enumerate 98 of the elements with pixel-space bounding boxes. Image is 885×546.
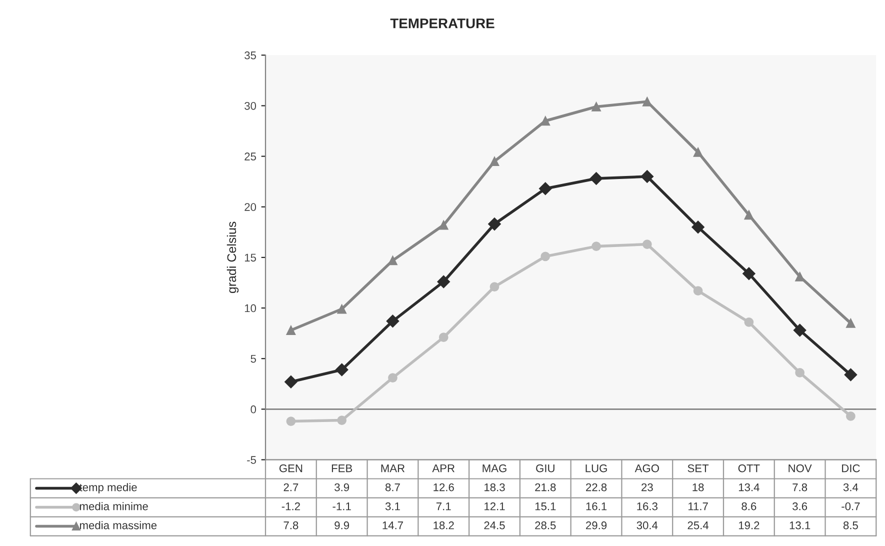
point xyxy=(540,252,550,262)
y-tick-label: 0 xyxy=(250,405,256,414)
point xyxy=(438,332,448,342)
data-label: 19.2 xyxy=(738,521,760,530)
data-label: 7.1 xyxy=(436,502,451,510)
x-tick-label: SET xyxy=(688,464,709,472)
point xyxy=(742,267,756,280)
point xyxy=(795,272,805,282)
data-label: 24.5 xyxy=(484,521,505,530)
x-tick-label: GEN xyxy=(279,464,302,472)
y-tick-label: 30 xyxy=(244,102,256,110)
point xyxy=(488,218,501,230)
y-axis-title: gradi Celsius xyxy=(226,222,239,294)
x-tick-label: LUG xyxy=(586,464,607,472)
point xyxy=(386,314,400,328)
x-tick-label: OTT xyxy=(738,464,760,472)
data-label: 3.9 xyxy=(334,483,350,492)
point xyxy=(540,116,550,126)
y-tick-label: 20 xyxy=(244,203,256,211)
data-label: 28.5 xyxy=(535,521,556,530)
point xyxy=(337,304,347,314)
point xyxy=(388,373,398,382)
point xyxy=(438,220,448,230)
data-label: 18 xyxy=(692,483,704,492)
y-tick-label: 35 xyxy=(244,51,256,60)
data-label: 15.1 xyxy=(535,502,556,510)
point xyxy=(490,282,500,292)
point xyxy=(286,326,296,335)
data-label: 18.3 xyxy=(484,483,505,492)
data-label: 16.3 xyxy=(637,502,658,510)
point xyxy=(846,412,856,421)
point xyxy=(693,148,703,157)
data-label: 13.4 xyxy=(738,483,760,492)
x-tick-label: AGO xyxy=(634,464,659,472)
point xyxy=(538,182,552,196)
data-label: 30.4 xyxy=(636,521,658,530)
data-label: 13.1 xyxy=(790,521,810,530)
y-tick-label: 15 xyxy=(244,254,256,262)
data-label: 14.7 xyxy=(382,522,403,530)
data-label: 12.1 xyxy=(484,502,505,510)
data-label: 9.9 xyxy=(334,521,350,530)
x-tick-label: NOV xyxy=(788,464,812,472)
data-label: 12.6 xyxy=(434,483,454,492)
data-label: 22.8 xyxy=(586,483,607,492)
data-label: 3.1 xyxy=(385,502,400,510)
x-tick-label: FEB xyxy=(332,464,352,472)
chart-title: TEMPERATURE xyxy=(390,18,494,28)
data-label: 23 xyxy=(642,483,653,492)
data-label: 8.7 xyxy=(385,483,400,492)
x-tick-label: GIU xyxy=(536,464,554,472)
x-tick-label: APR xyxy=(432,464,455,472)
data-label: 18.2 xyxy=(434,521,454,530)
data-label: 7.8 xyxy=(792,483,808,492)
point xyxy=(590,172,603,185)
point xyxy=(284,375,298,388)
y-tick-label: 5 xyxy=(250,354,256,363)
y-tick-label: -5 xyxy=(247,456,256,464)
y-tick-label: 25 xyxy=(244,152,256,160)
data-label: -0.7 xyxy=(842,502,860,510)
data-label: 3.6 xyxy=(792,502,808,510)
legend-label: media minime xyxy=(80,502,148,510)
point xyxy=(592,102,601,112)
data-label: 8.5 xyxy=(843,521,858,530)
data-label: 11.7 xyxy=(688,502,708,510)
x-tick-label: DIC xyxy=(842,464,860,472)
point xyxy=(692,220,704,234)
point xyxy=(286,416,296,426)
point xyxy=(793,324,806,337)
data-label: 7.8 xyxy=(284,521,298,530)
legend-label: temp medie xyxy=(79,483,137,494)
data-label: 16.1 xyxy=(586,502,607,510)
x-tick-label: MAG xyxy=(482,464,506,472)
point xyxy=(437,275,450,288)
data-label: -1.2 xyxy=(282,502,300,510)
point xyxy=(846,318,856,328)
point xyxy=(744,317,754,327)
point xyxy=(335,363,348,376)
point xyxy=(642,96,652,106)
data-label: -1.1 xyxy=(332,502,351,510)
data-label: 25.4 xyxy=(688,521,709,530)
data-label: 2.7 xyxy=(284,483,298,492)
point xyxy=(388,256,398,266)
point xyxy=(337,416,347,425)
point xyxy=(693,286,703,296)
point xyxy=(490,156,500,166)
point xyxy=(795,368,805,378)
data-label: 3.4 xyxy=(843,483,858,492)
legend-label: media massime xyxy=(80,521,157,530)
point xyxy=(640,170,654,183)
y-tick-label: 10 xyxy=(244,304,256,312)
point xyxy=(592,242,601,251)
data-label: 29.9 xyxy=(586,521,607,530)
data-label: 8.6 xyxy=(742,502,756,510)
x-tick-label: MAR xyxy=(381,464,405,472)
point xyxy=(642,240,652,249)
data-label: 21.8 xyxy=(535,483,556,492)
point xyxy=(844,368,858,382)
point xyxy=(744,210,754,220)
